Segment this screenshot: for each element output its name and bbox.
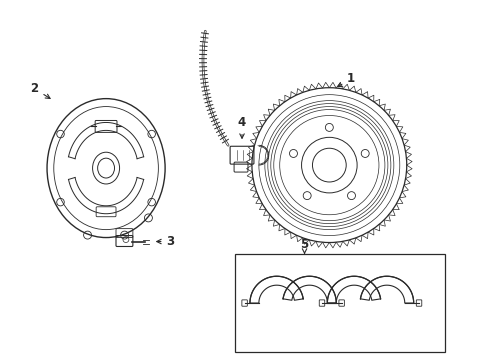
Text: 3: 3 — [157, 235, 174, 248]
Bar — [235, 255, 445, 352]
Text: 5: 5 — [300, 238, 308, 254]
Text: 4: 4 — [237, 116, 245, 138]
Text: 1: 1 — [337, 72, 354, 87]
Text: 2: 2 — [31, 82, 50, 99]
